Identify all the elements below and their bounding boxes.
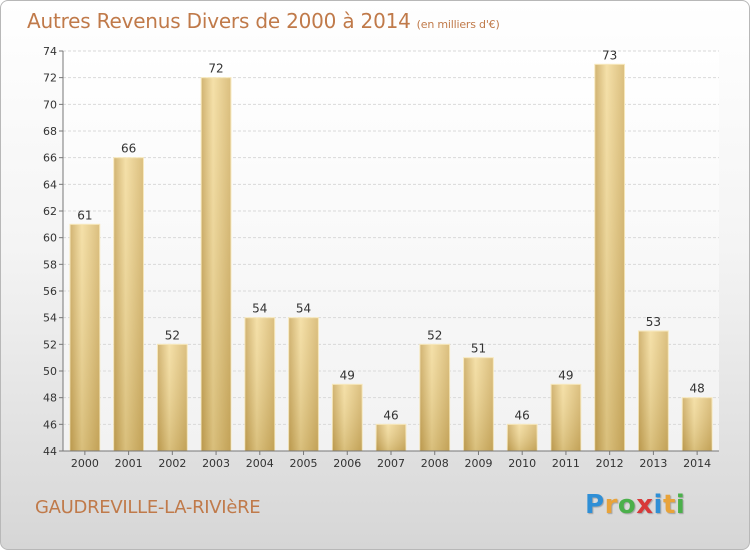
proxiti-logo: Proxiti — [585, 490, 685, 520]
x-tick-label: 2006 — [333, 457, 361, 470]
y-tick-label: 72 — [43, 72, 57, 85]
y-tick-label: 60 — [43, 232, 57, 245]
x-tick-label: 2004 — [246, 457, 274, 470]
logo-letter: P — [585, 490, 605, 520]
bar-2009 — [463, 357, 494, 452]
x-tick-label: 2003 — [202, 457, 230, 470]
value-label: 54 — [252, 302, 267, 316]
bar-shade — [244, 317, 275, 451]
logo-letter: t — [662, 490, 676, 520]
value-label: 53 — [646, 315, 661, 329]
y-tick-label: 62 — [43, 205, 57, 218]
value-label: 72 — [208, 62, 223, 76]
value-label: 46 — [515, 408, 530, 422]
bar-2006 — [331, 383, 363, 452]
bar-2004 — [244, 317, 276, 452]
bar-shade — [113, 157, 144, 451]
bars — [69, 63, 713, 452]
bar-2005 — [288, 317, 319, 452]
x-tick-label: 2009 — [464, 457, 492, 470]
x-tick-label: 2012 — [596, 457, 624, 470]
commune-name: GAUDREVILLE-LA-RIVIèRE — [35, 497, 261, 518]
y-tick-label: 68 — [43, 125, 57, 138]
bar-shade — [201, 77, 231, 452]
y-tick-label: 70 — [43, 98, 57, 111]
y-tick-label: 44 — [43, 445, 57, 458]
x-tick-label: 2010 — [508, 457, 536, 470]
logo-letter: r — [604, 490, 618, 520]
bar-2010 — [506, 423, 538, 452]
bar-2001 — [113, 157, 144, 452]
bar-shade — [594, 64, 625, 452]
value-label: 51 — [471, 342, 486, 356]
bar-shade — [463, 357, 494, 451]
value-label: 61 — [77, 208, 92, 222]
bar-shade — [682, 397, 713, 451]
x-tick-label: 2005 — [290, 457, 318, 470]
bar-2012 — [594, 63, 626, 452]
bar-2007 — [375, 423, 407, 452]
value-label: 49 — [340, 368, 355, 382]
y-tick-label: 74 — [43, 45, 57, 58]
bar-shade — [507, 424, 538, 451]
logo-letter: o — [617, 490, 637, 520]
bar-2003 — [200, 77, 232, 452]
y-tick-label: 46 — [43, 418, 57, 431]
x-tick-label: 2011 — [552, 457, 580, 470]
x-tick-label: 2000 — [71, 457, 99, 470]
y-axis: 44 46 48 50 52 54 56 58 60 62 64 66 68 70 72 74 — [43, 45, 64, 458]
bar-2000 — [69, 223, 101, 452]
x-tick-label: 2007 — [377, 457, 405, 470]
y-tick-label: 58 — [43, 258, 57, 271]
value-label: 66 — [121, 142, 136, 156]
chart-subtitle: (en milliers d'€) — [416, 18, 500, 31]
y-tick-label: 64 — [43, 178, 57, 191]
value-label: 49 — [558, 368, 573, 382]
x-tick-label: 2002 — [158, 457, 186, 470]
bar-2008 — [419, 343, 451, 452]
x-tick-label: 2014 — [683, 457, 711, 470]
bar-2014 — [681, 397, 713, 452]
x-tick-label: 2013 — [639, 457, 667, 470]
x-tick-label: 2001 — [115, 457, 143, 470]
bar-shade — [288, 317, 319, 451]
y-tick-label: 56 — [43, 285, 57, 298]
x-tick-label: 2008 — [421, 457, 449, 470]
value-label: 73 — [602, 48, 617, 62]
bar-shade — [551, 384, 581, 451]
logo-letter: i — [653, 490, 663, 520]
y-tick-label: 50 — [43, 365, 57, 378]
bar-shade — [638, 331, 669, 451]
value-label: 54 — [296, 302, 311, 316]
value-label: 48 — [689, 382, 704, 396]
bar-shade — [376, 424, 406, 451]
chart-title: Autres Revenus Divers de 2000 à 2014 (en … — [27, 9, 500, 33]
value-label: 52 — [165, 328, 180, 342]
chart-title-text: Autres Revenus Divers de 2000 à 2014 — [27, 9, 411, 33]
bar-2002 — [156, 343, 188, 452]
value-label: 52 — [427, 328, 442, 342]
bar-2011 — [550, 383, 582, 452]
bar-shade — [69, 224, 100, 451]
bar-2013 — [638, 330, 669, 452]
x-axis: 2000 2001 2002 2003 2004 2005 2006 2007 2008 2009… — [63, 450, 719, 470]
bar-shade — [419, 344, 450, 451]
value-label: 46 — [383, 408, 398, 422]
y-tick-label: 66 — [43, 152, 57, 165]
logo-letter: i — [675, 490, 686, 520]
value-labels: 61 66 52 72 54 54 49 46 52 51 46 49 73 53 48 — [77, 48, 705, 422]
y-tick-label: 48 — [43, 392, 57, 405]
y-tick-label: 54 — [43, 312, 57, 325]
bar-shade — [157, 344, 188, 451]
logo-letter: x — [636, 490, 654, 520]
y-tick-label: 52 — [43, 338, 57, 351]
bar-shade — [332, 384, 363, 451]
